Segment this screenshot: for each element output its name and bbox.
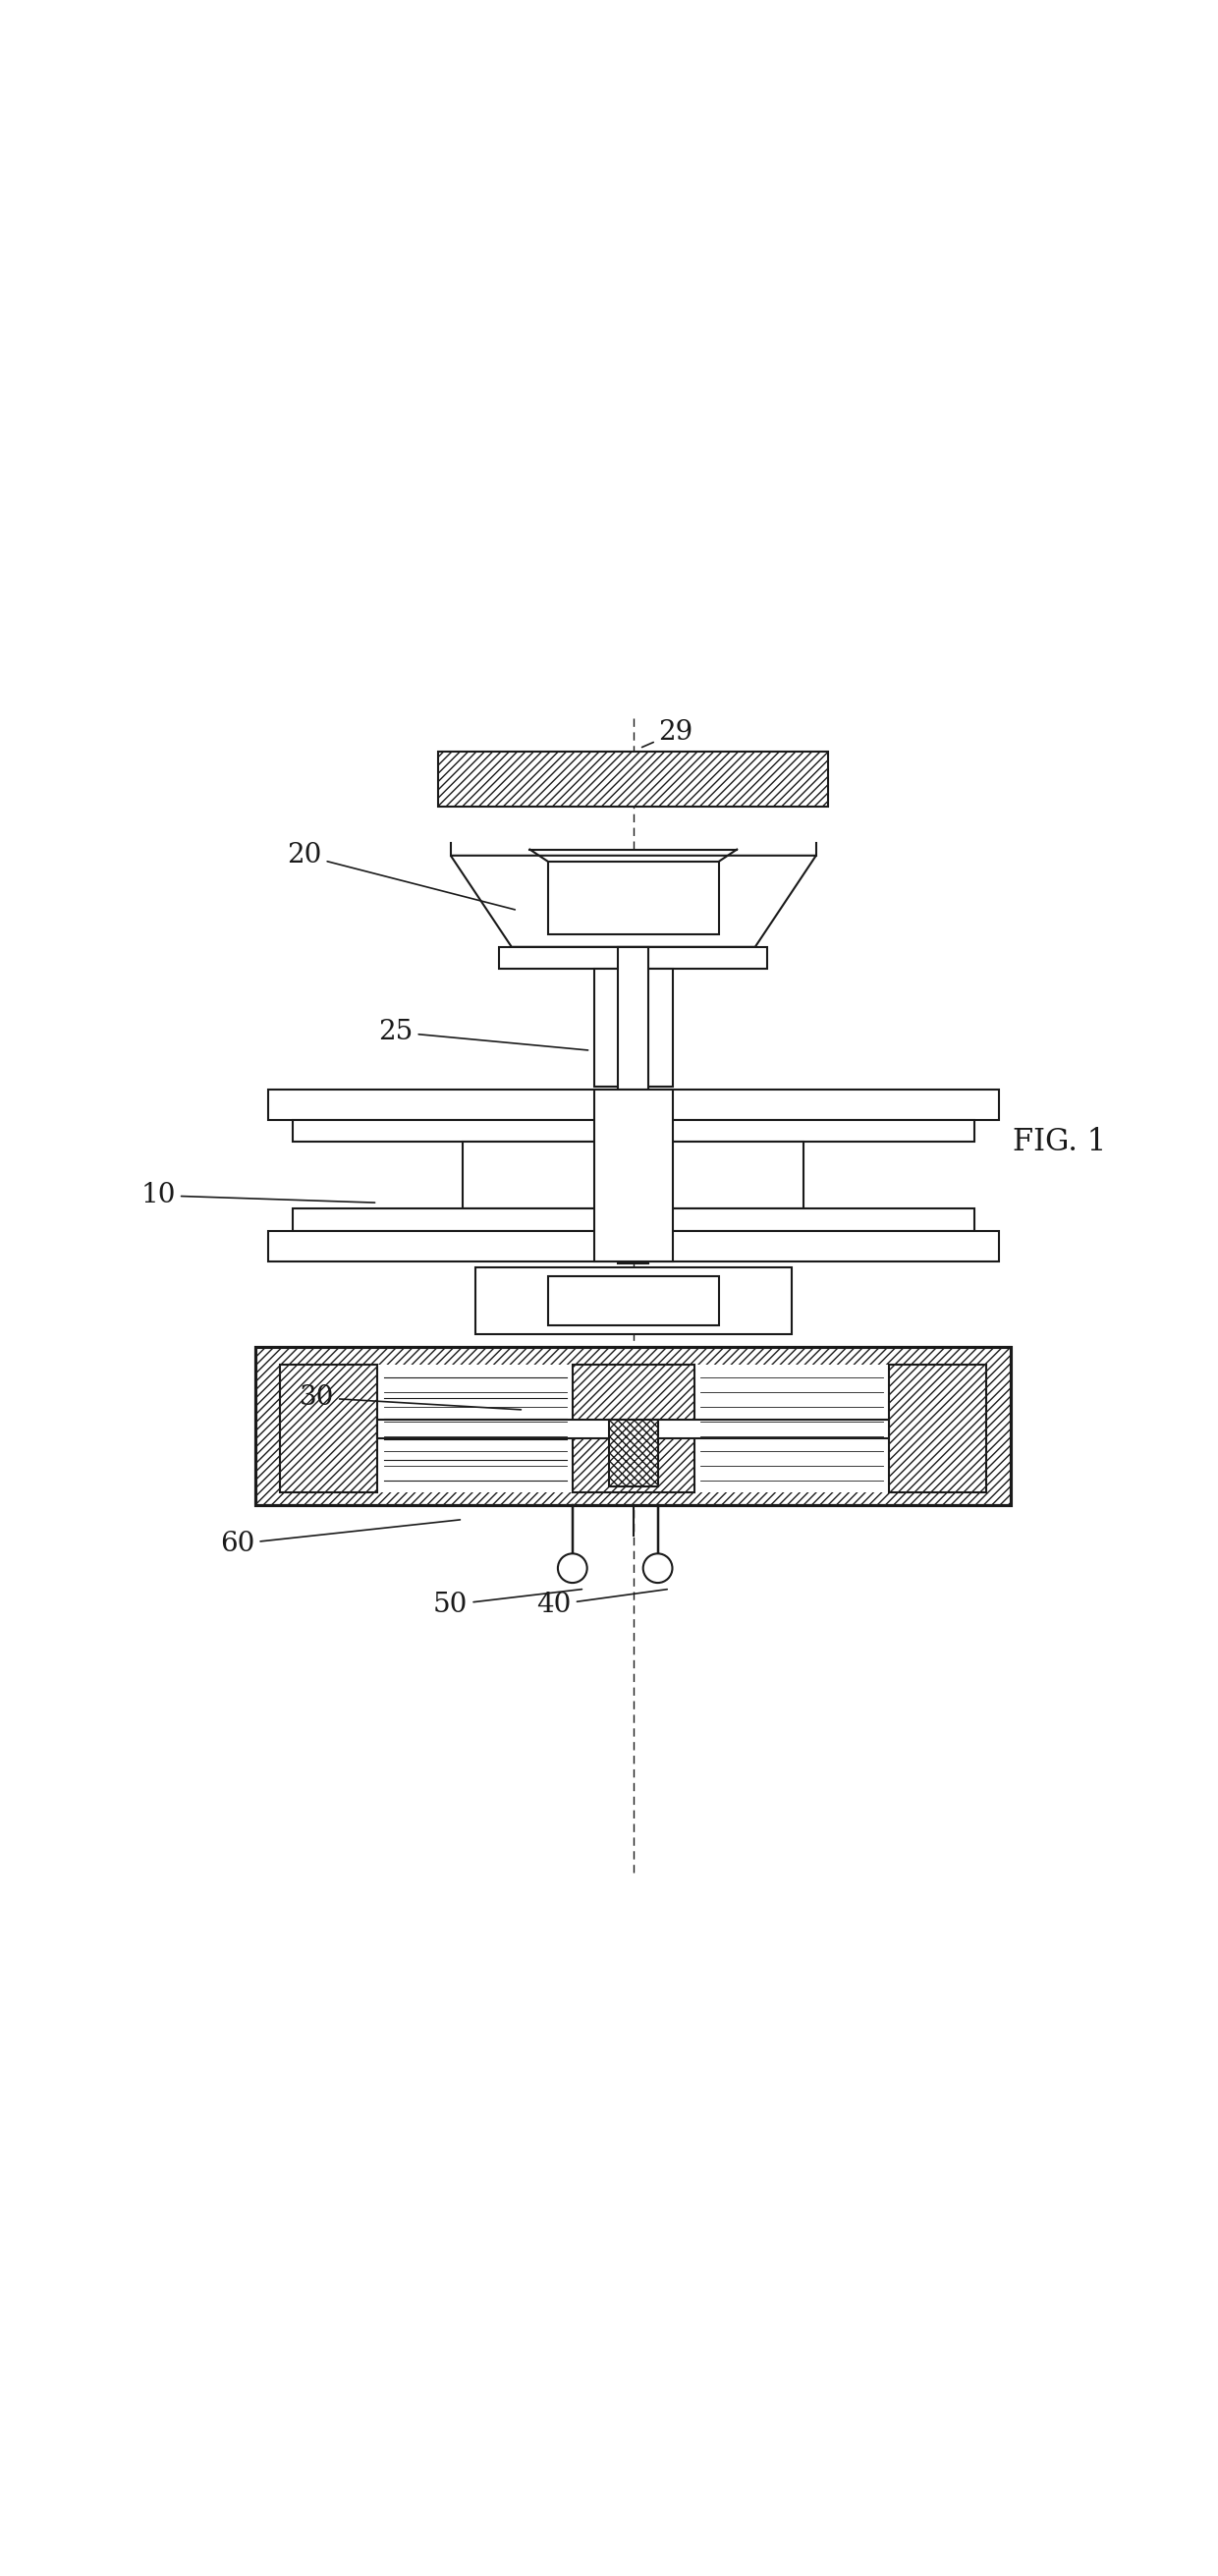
Bar bbox=[292, 1208, 974, 1231]
Text: 20: 20 bbox=[287, 842, 515, 909]
Bar bbox=[268, 1231, 999, 1262]
Bar bbox=[594, 1090, 672, 1262]
Text: 10: 10 bbox=[141, 1182, 375, 1208]
Bar bbox=[280, 1365, 378, 1492]
Bar bbox=[619, 948, 649, 1265]
Bar bbox=[268, 1090, 999, 1121]
Circle shape bbox=[643, 1553, 672, 1582]
Bar bbox=[889, 1365, 987, 1492]
Bar bbox=[594, 969, 672, 1087]
Bar bbox=[548, 1278, 719, 1324]
Polygon shape bbox=[451, 855, 816, 948]
Circle shape bbox=[558, 1553, 587, 1582]
Text: 50: 50 bbox=[434, 1589, 582, 1618]
Bar bbox=[378, 1419, 889, 1437]
Text: 25: 25 bbox=[379, 1020, 588, 1051]
Text: FIG. 1: FIG. 1 bbox=[1013, 1126, 1106, 1157]
Bar bbox=[438, 752, 828, 806]
Bar bbox=[256, 1347, 1011, 1504]
Bar bbox=[572, 1365, 694, 1492]
Text: 60: 60 bbox=[220, 1520, 460, 1556]
Bar bbox=[475, 1267, 792, 1334]
Bar bbox=[256, 1347, 1011, 1504]
Bar bbox=[499, 948, 767, 969]
Text: 30: 30 bbox=[300, 1383, 521, 1412]
Bar bbox=[548, 860, 719, 935]
Text: 40: 40 bbox=[537, 1589, 667, 1618]
Text: 29: 29 bbox=[642, 719, 693, 747]
Bar bbox=[292, 1121, 974, 1141]
Bar bbox=[280, 1365, 987, 1492]
Bar bbox=[609, 1419, 658, 1486]
Bar bbox=[463, 1141, 804, 1208]
